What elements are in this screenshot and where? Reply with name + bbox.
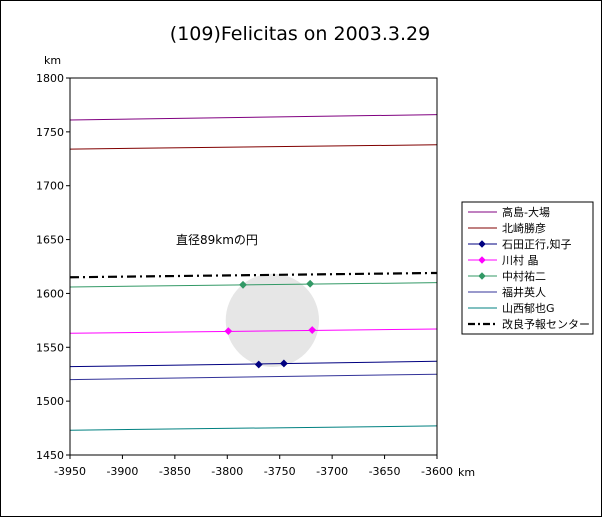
x-tick-label-2: -3850 — [159, 465, 191, 478]
series-2-point-1 — [280, 359, 288, 368]
series-layer — [69, 114, 438, 431]
legend-label-7: 改良予報センター — [502, 317, 590, 331]
series-3-point-1 — [308, 326, 317, 334]
legend-label-2: 石田正行,知子 — [502, 237, 572, 251]
x-tick-label-5: -3700 — [316, 465, 348, 478]
y-tick-label-3: 1600 — [36, 287, 64, 300]
series-line-2 — [69, 360, 438, 368]
legend-label-3: 川村 晶 — [502, 253, 539, 267]
asteroid-circle — [225, 273, 320, 368]
legend-label-1: 北崎勝彦 — [502, 221, 546, 235]
series-line-7 — [69, 271, 438, 279]
y-tick-label-2: 1550 — [36, 341, 64, 354]
series-line-4 — [69, 282, 438, 288]
x-tick-label-1: -3900 — [106, 465, 138, 478]
y-tick-label-6: 1750 — [36, 126, 64, 139]
series-line-1 — [69, 144, 438, 150]
series-4-point-1 — [306, 279, 315, 288]
series-4-point-0 — [239, 280, 247, 289]
legend-label-0: 高島-大場 — [502, 205, 550, 219]
y-unit-label: km — [44, 54, 61, 67]
plot-area-border — [69, 77, 438, 456]
y-tick-label-4: 1650 — [36, 234, 64, 247]
series-line-6 — [69, 425, 438, 431]
legend-marker-3 — [478, 256, 486, 264]
x-tick-label-0: -3950 — [54, 465, 86, 478]
legend-label-4: 中村祐二 — [502, 269, 546, 283]
legend-label-5: 福井英人 — [502, 285, 546, 299]
x-tick-label-7: -3600 — [421, 465, 453, 478]
x-tick-label-6: -3650 — [369, 465, 401, 478]
y-tick-label-5: 1700 — [36, 180, 64, 193]
circle-annotation: 直径89kmの円 — [176, 233, 258, 247]
circle-layer — [225, 273, 320, 368]
y-tick-label-0: 1450 — [36, 449, 64, 462]
legend-label-6: 山西郁也G — [502, 301, 555, 315]
axis-layer: 1450 1500 1550 1600 1650 1700 1750 1800 -3950 -39… — [36, 72, 453, 478]
legend-marker-4 — [478, 272, 486, 280]
x-tick-label-4: -3750 — [264, 465, 296, 478]
series-3-point-0 — [224, 327, 233, 336]
marker-layer — [224, 279, 317, 369]
chart-title: (109)Felicitas on 2003.3.29 — [170, 23, 430, 45]
legend-marker-2 — [478, 240, 486, 248]
x-tick-label-3: -3800 — [211, 465, 243, 478]
y-tick-label-7: 1800 — [36, 72, 64, 85]
series-line-5 — [69, 373, 438, 381]
series-line-0 — [69, 114, 438, 121]
legend-box — [461, 201, 594, 335]
x-unit-label: km — [458, 466, 475, 479]
series-2-point-0 — [254, 360, 263, 369]
series-line-3 — [69, 328, 438, 334]
y-tick-label-1: 1500 — [36, 395, 64, 408]
